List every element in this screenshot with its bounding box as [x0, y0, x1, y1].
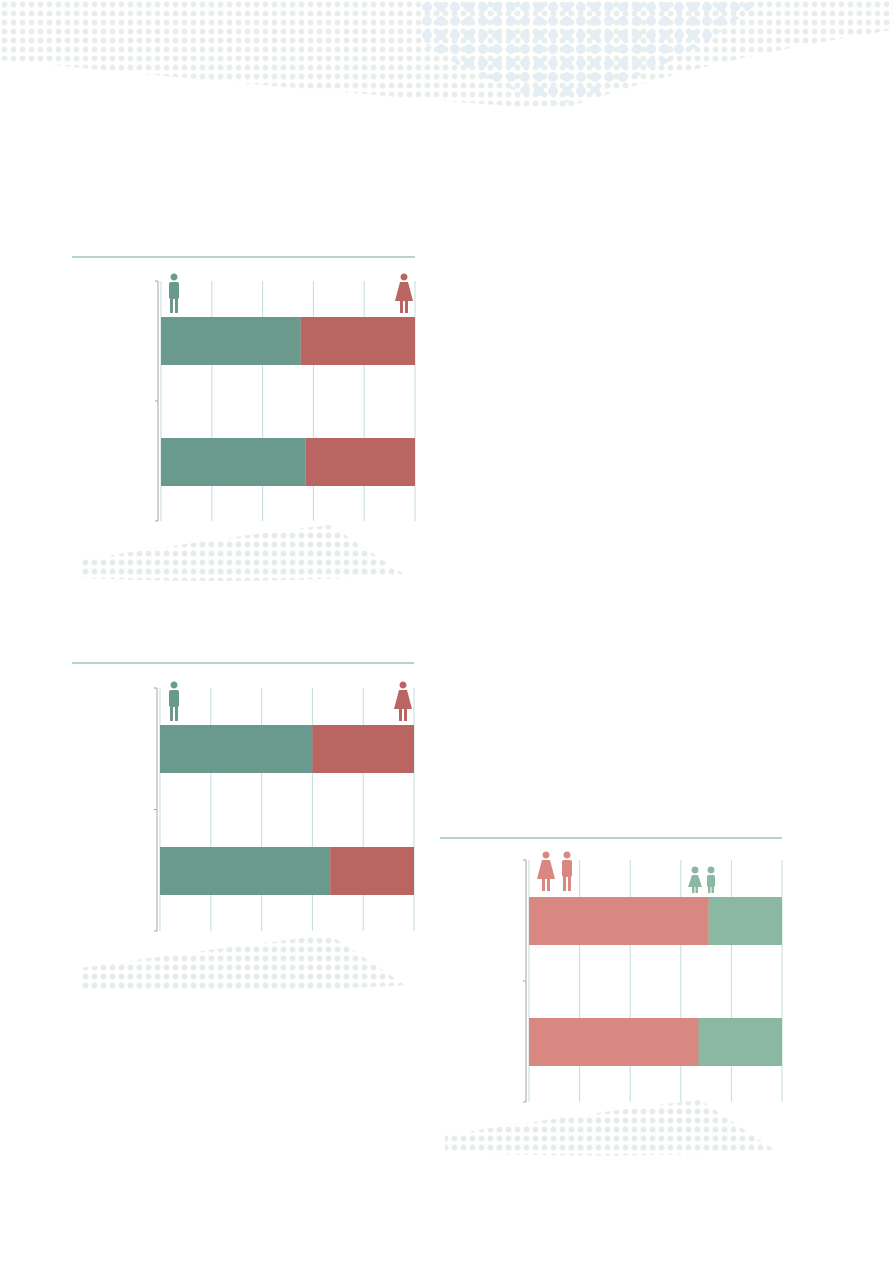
bar-segment	[161, 438, 306, 486]
adult-icons	[537, 851, 572, 891]
decoration	[0, 0, 893, 1156]
bar-segment	[330, 847, 414, 895]
man-icon	[169, 273, 179, 313]
woman-icon	[394, 681, 412, 721]
man-icon	[169, 681, 179, 721]
bar-segment	[160, 847, 331, 895]
bar-segment	[160, 725, 313, 773]
bar-segment	[300, 317, 415, 365]
child-icons	[688, 866, 715, 893]
icons	[169, 273, 715, 893]
bar-segment	[305, 438, 415, 486]
bar-segment	[529, 1018, 699, 1066]
bar-segment	[161, 317, 301, 365]
bar-segment	[529, 897, 709, 945]
bar-segment	[698, 1018, 782, 1066]
woman-icon	[395, 273, 413, 313]
bar-segment	[708, 897, 782, 945]
bar-segment	[312, 725, 414, 773]
